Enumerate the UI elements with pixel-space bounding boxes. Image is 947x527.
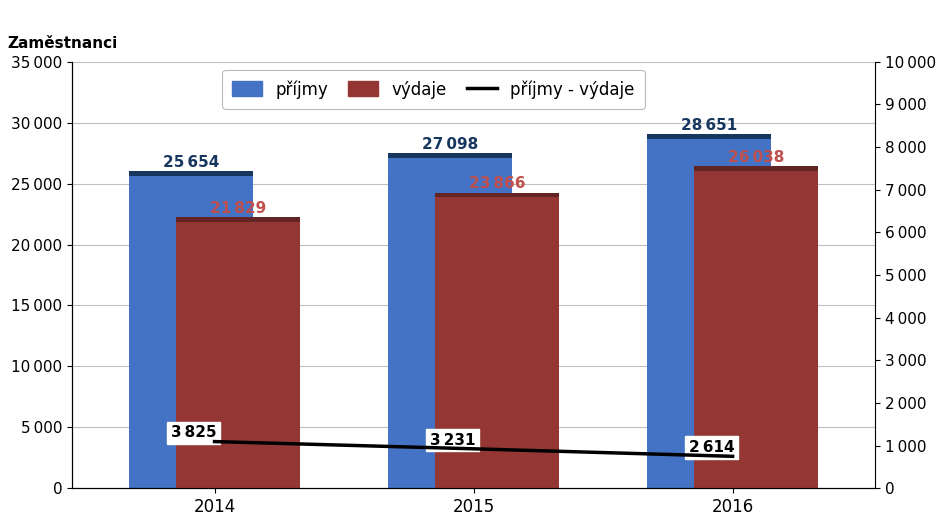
Bar (647, 139, 772, 488)
Bar (694, 171, 818, 488)
Text: 25 654: 25 654 (163, 154, 220, 170)
Text: 26 038: 26 038 (727, 150, 784, 165)
Text: 28 651: 28 651 (681, 118, 738, 133)
Text: 3 231: 3 231 (430, 433, 475, 447)
Bar (388, 158, 512, 488)
Text: 21 829: 21 829 (209, 201, 266, 216)
Bar (647, 134, 772, 139)
Bar (176, 222, 300, 488)
Text: Zaměstnanci: Zaměstnanci (8, 36, 118, 51)
Bar (435, 192, 559, 198)
Bar (694, 166, 818, 171)
Bar (435, 198, 559, 488)
Bar (176, 217, 300, 222)
Text: 27 098: 27 098 (422, 137, 478, 152)
Bar (388, 153, 512, 158)
Legend: příjmy, výdaje, příjmy - výdaje: příjmy, výdaje, příjmy - výdaje (223, 70, 645, 109)
Text: 3 825: 3 825 (171, 425, 217, 441)
Text: 23 866: 23 866 (469, 177, 526, 191)
Bar (129, 171, 254, 175)
Text: 2 614: 2 614 (689, 440, 735, 455)
Bar (129, 175, 254, 488)
